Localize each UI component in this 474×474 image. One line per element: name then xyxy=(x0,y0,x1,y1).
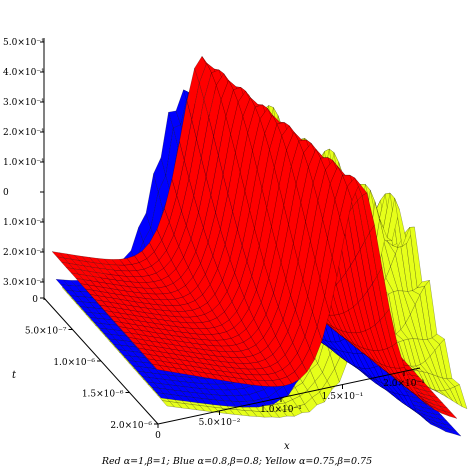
z-tick-label: 2.0×10⁻¹ xyxy=(3,248,45,258)
surface-red xyxy=(51,55,458,419)
z-tick-label: 3.0×10⁻¹ xyxy=(3,98,45,108)
z-tick-label: 5.0×10⁻¹ xyxy=(3,38,45,48)
z-tick-label: 1.0×10⁻¹ xyxy=(3,158,45,168)
x-axis-ticks: 0 5.0×10⁻² 1.0×10⁻¹ 1.5×10⁻¹ 2.0×10⁻¹ xyxy=(155,372,425,441)
x-tick-label: 5.0×10⁻² xyxy=(199,418,241,428)
t-tick-label: 1.5×10⁻⁶ xyxy=(82,390,124,400)
surfaces-layer xyxy=(51,55,468,437)
surface-patch xyxy=(448,428,462,437)
surface-patch xyxy=(454,384,468,410)
chart-caption: Red α=1,β=1; Blue α=0.8,β=0.8; Yellow α=… xyxy=(101,456,372,467)
x-tick-label: 1.0×10⁻¹ xyxy=(260,405,302,415)
x-axis-label: x xyxy=(284,441,290,452)
t-axis-label: t xyxy=(12,370,17,381)
x-tick-label: 2.0×10⁻¹ xyxy=(383,379,425,389)
surface-patch xyxy=(444,410,458,419)
z-tick-label: 2.0×10⁻¹ xyxy=(3,128,45,138)
t-axis-ticks: 0 5.0×10⁻⁷ 1.0×10⁻⁶ 1.5×10⁻⁶ 2.0×10⁻⁶ xyxy=(25,295,158,431)
z-tick-label: 0 xyxy=(3,188,9,198)
t-tick-label: 2.0×10⁻⁶ xyxy=(110,421,152,431)
t-tick-label: 0 xyxy=(32,295,38,305)
z-axis-ticks: 5.0×10⁻¹ 4.0×10⁻¹ 3.0×10⁻¹ 2.0×10⁻¹ 1.0×10⁻¹… xyxy=(3,38,45,288)
x-tick-label: 1.5×10⁻¹ xyxy=(322,392,364,402)
t-tick-label: 5.0×10⁻⁷ xyxy=(25,327,67,337)
z-tick-label: 4.0×10⁻¹ xyxy=(3,68,45,78)
z-tick-label: 3.0×10⁻¹ xyxy=(3,278,45,288)
x-tick-label: 0 xyxy=(155,431,161,441)
x-axis-line xyxy=(157,367,421,425)
z-tick-label: 1.0×10⁻¹ xyxy=(3,218,45,228)
t-tick-label: 1.0×10⁻⁶ xyxy=(53,358,95,368)
